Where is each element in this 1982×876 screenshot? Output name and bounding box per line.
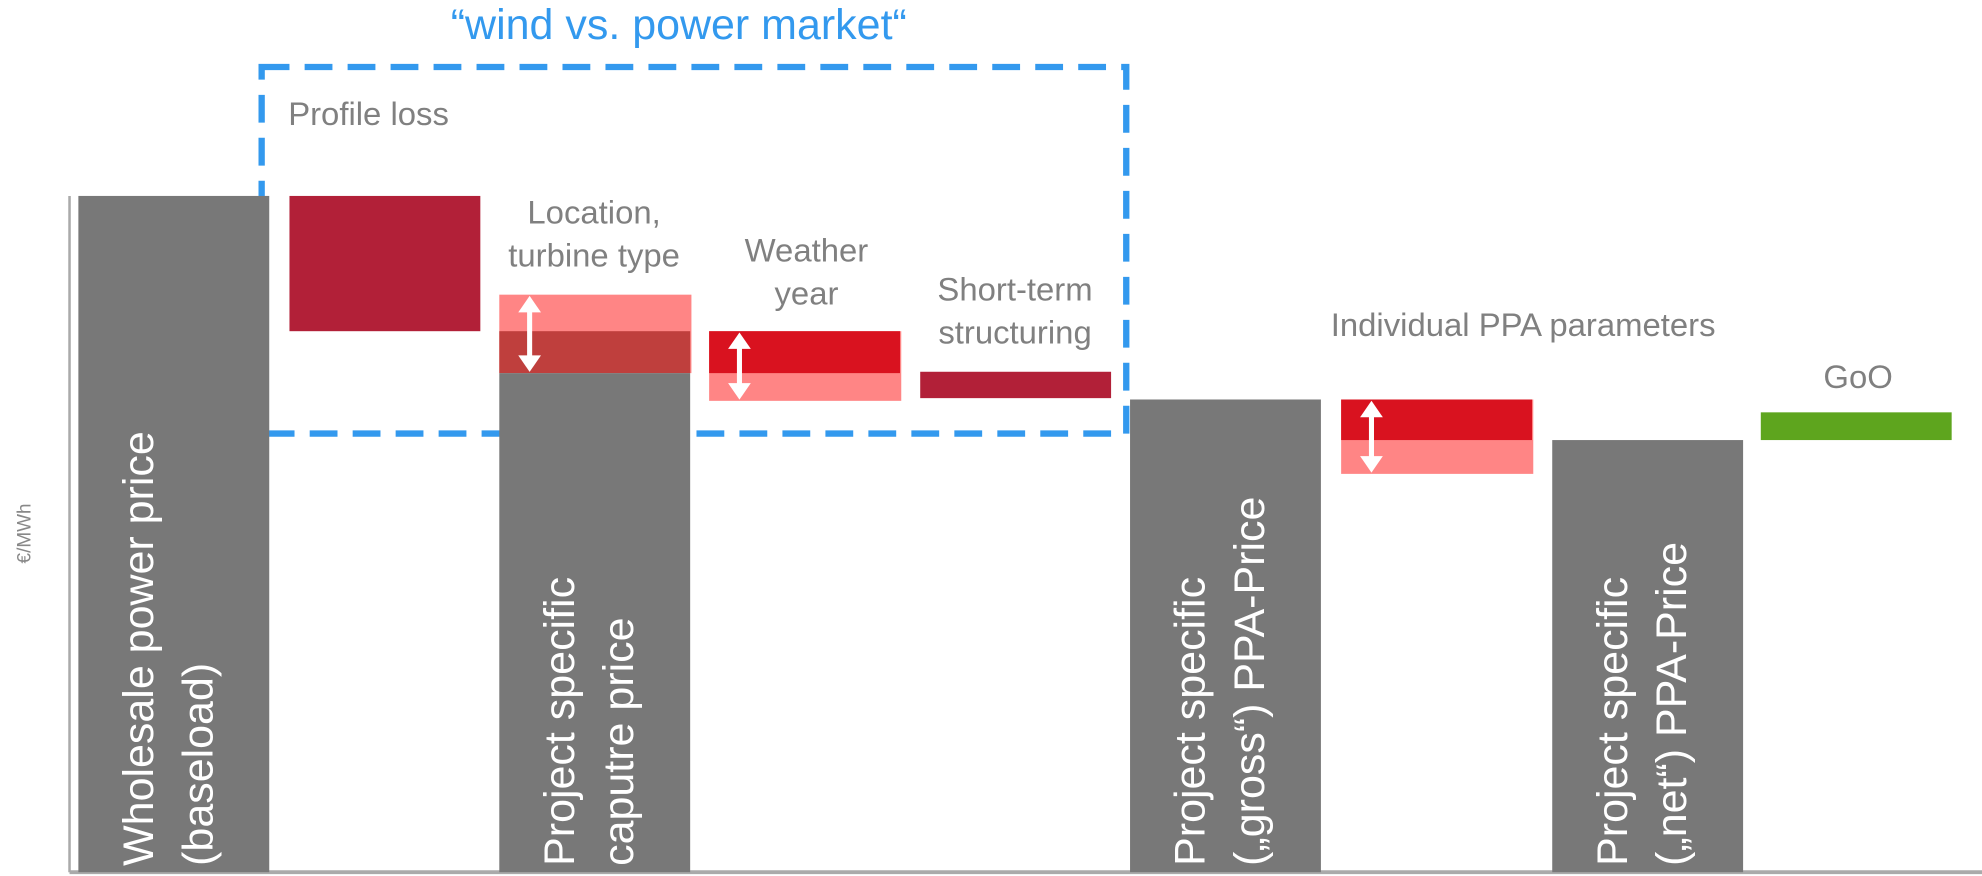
step-bar: [289, 195, 481, 332]
total-label: Project specific: [1589, 577, 1637, 866]
step-label: Short-term: [937, 271, 1092, 308]
range-arrow-part: [1360, 400, 1383, 418]
range-arrow-part: [728, 383, 751, 400]
step-label: structuring: [938, 314, 1091, 351]
step-bar: [1760, 412, 1952, 441]
total-bar: [1552, 440, 1744, 873]
step-bar: [920, 371, 1112, 399]
y-axis-label: €/MWh: [14, 503, 35, 563]
step-label: Location,: [527, 194, 660, 231]
step-label: GoO: [1823, 358, 1892, 395]
range-arrow-part: [728, 332, 751, 349]
step-label: turbine type: [508, 237, 680, 274]
total-label: (baseload): [174, 663, 222, 866]
total-label: caputre price: [595, 617, 643, 865]
total-bar: [499, 373, 691, 873]
total-bar: [78, 195, 270, 873]
total-label: Project specific: [536, 577, 584, 866]
total-bar: [1130, 399, 1321, 873]
range-arrow-part: [518, 355, 542, 372]
step-label: Weather: [745, 232, 869, 269]
step-label: year: [774, 274, 838, 311]
step-label: Individual PPA parameters: [1331, 306, 1716, 343]
total-label: Wholesale power price: [115, 431, 163, 866]
range-arrow: [728, 332, 751, 400]
range-arrow: [1360, 400, 1383, 473]
range-arrow-part: [518, 295, 542, 313]
total-label: („gross“) PPA-Price: [1226, 497, 1274, 866]
total-label: („net“) PPA-Price: [1648, 542, 1696, 866]
chart-title: “wind vs. power market“: [451, 1, 907, 49]
range-arrow-part: [1360, 456, 1383, 473]
range-arrow: [518, 295, 542, 372]
step-label: Profile loss: [288, 95, 449, 132]
total-label: Project specific: [1167, 577, 1215, 866]
